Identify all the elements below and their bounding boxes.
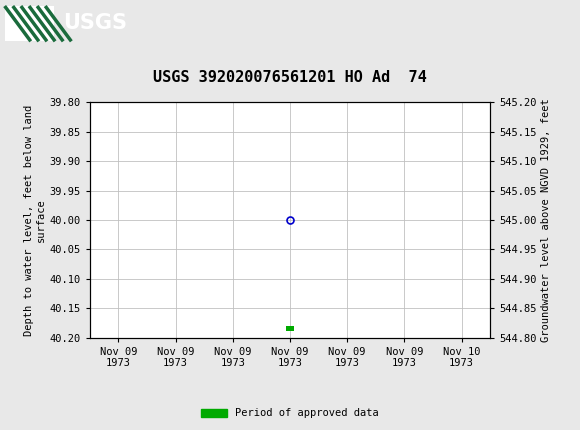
Bar bbox=[286, 326, 294, 331]
Legend: Period of approved data: Period of approved data bbox=[197, 404, 383, 423]
Y-axis label: Groundwater level above NGVD 1929, feet: Groundwater level above NGVD 1929, feet bbox=[541, 98, 551, 342]
Text: USGS: USGS bbox=[63, 13, 126, 33]
Text: USGS 392020076561201 HO Ad  74: USGS 392020076561201 HO Ad 74 bbox=[153, 70, 427, 85]
Y-axis label: Depth to water level, feet below land
surface: Depth to water level, feet below land su… bbox=[24, 104, 45, 335]
Bar bbox=[5, 6, 54, 41]
